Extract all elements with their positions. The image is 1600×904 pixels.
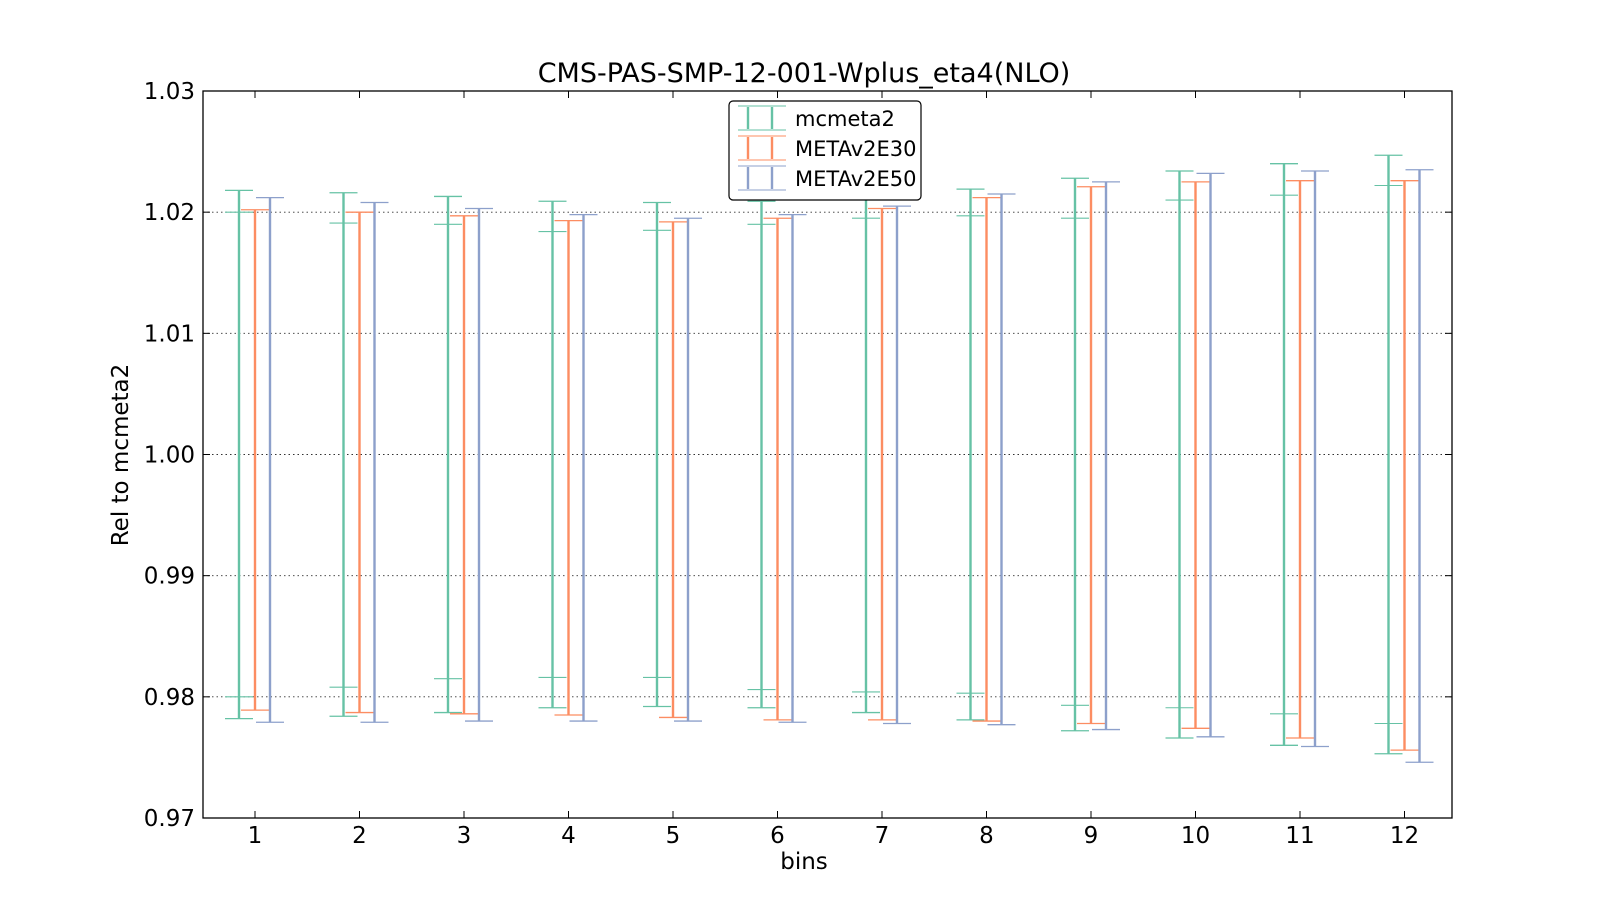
y-tick-label: 0.97	[144, 806, 195, 832]
x-axis-label: bins	[780, 849, 828, 875]
legend-box	[728, 100, 922, 201]
legend-entry: METAv2E50	[738, 165, 917, 191]
x-tick-label: 11	[1285, 823, 1314, 849]
x-tick-label: 2	[352, 823, 367, 849]
y-tick-label: 1.00	[144, 443, 195, 469]
y-tick-label: 1.02	[144, 200, 195, 226]
x-tick-label: 12	[1390, 823, 1419, 849]
series-METAv2E50	[256, 169, 1434, 763]
legend-label: mcmeta2	[795, 107, 895, 131]
legend-entry: mcmeta2	[738, 105, 895, 131]
x-tick-label: 8	[979, 823, 994, 849]
x-tick-label: 4	[561, 823, 576, 849]
series-mcmeta2	[225, 154, 1403, 755]
chart-title: CMS-PAS-SMP-12-001-Wplus_eta4(NLO)	[538, 58, 1071, 89]
legend: mcmeta2 METAv2E30 METAv2E50	[728, 100, 922, 201]
x-tick-label: 3	[457, 823, 472, 849]
legend-label: METAv2E30	[795, 137, 917, 161]
series-METAv2E30	[241, 180, 1419, 751]
y-axis-label: Rel to mcmeta2	[108, 364, 134, 547]
grid-lines	[203, 211, 1452, 698]
x-tick-label: 7	[875, 823, 890, 849]
legend-label: METAv2E50	[795, 167, 917, 191]
x-tick-label: 6	[770, 823, 785, 849]
y-tick-label: 0.98	[144, 685, 195, 711]
axis-ticks: 0.970.980.991.001.011.021.031 2 3 4 5 6 7 8 9 10 1…	[144, 79, 1452, 849]
x-tick-label: 5	[666, 823, 681, 849]
x-tick-label: 9	[1084, 823, 1099, 849]
y-tick-label: 1.01	[144, 321, 195, 347]
error-bars	[225, 154, 1434, 763]
x-tick-label: 10	[1181, 823, 1210, 849]
y-tick-label: 1.03	[144, 79, 195, 105]
legend-entry: METAv2E30	[738, 135, 917, 161]
x-tick-label: 1	[248, 823, 263, 849]
y-tick-label: 0.99	[144, 564, 195, 590]
